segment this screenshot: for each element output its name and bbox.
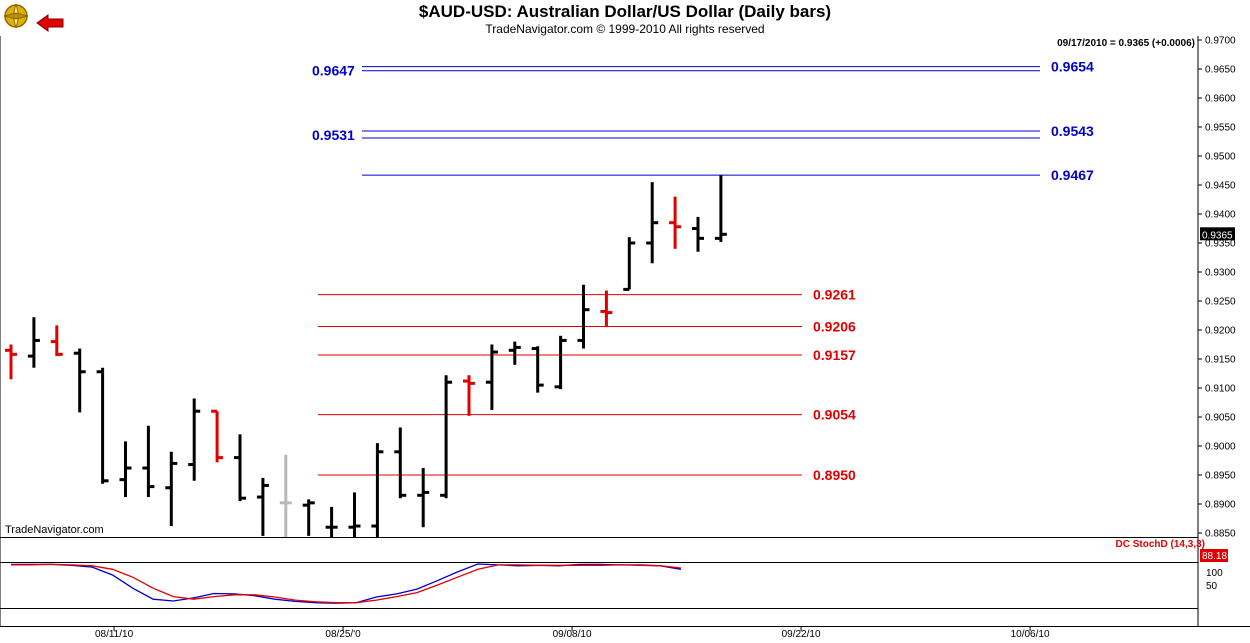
level-label: 0.9467 — [1051, 167, 1094, 183]
level-label: 0.8950 — [813, 467, 856, 483]
y-tick-label: 0.8950 — [1205, 471, 1236, 482]
level-label: 0.9543 — [1051, 123, 1094, 139]
y-tick-label: 0.9050 — [1205, 413, 1236, 424]
scroll-left-arrow-icon[interactable] — [36, 14, 64, 32]
stoch-indicator-label: DC StochD (14,3,3) — [1115, 539, 1205, 550]
level-label-left: 0.9647 — [312, 63, 355, 79]
y-tick-label: 0.9400 — [1205, 210, 1236, 221]
y-tick-label: 0.8850 — [1205, 529, 1236, 540]
last-price-box — [1200, 227, 1235, 241]
level-label: 0.9206 — [813, 319, 856, 335]
x-tick-label: 10/06/10 — [1011, 629, 1050, 640]
chart-title: $AUD-USD: Australian Dollar/US Dollar (D… — [418, 2, 832, 21]
stoch-value-label: 88.18 — [1202, 551, 1227, 562]
level-label: 0.9157 — [813, 347, 856, 363]
stoch-line — [11, 563, 682, 604]
ohlc-bars — [5, 175, 727, 537]
watermark: TradeNavigator.com — [5, 524, 104, 536]
level-label: 0.9261 — [813, 287, 856, 303]
y-tick-label: 0.9650 — [1205, 65, 1236, 76]
x-tick-label: 09/08/10 — [553, 629, 592, 640]
y-tick-label: 0.9000 — [1205, 442, 1236, 453]
y-tick-label: 0.9450 — [1205, 181, 1236, 192]
y-tick-label: 0.9200 — [1205, 326, 1236, 337]
chart-subtitle: TradeNavigator.com © 1999-2010 All right… — [485, 22, 765, 36]
y-tick-label: 0.9100 — [1205, 384, 1236, 395]
level-label: 0.9654 — [1051, 59, 1094, 75]
y-tick-label: 0.9700 — [1205, 36, 1236, 47]
price-readout: 09/17/2010 = 0.9365 (+0.0006) — [1057, 38, 1195, 49]
y-tick-label: 0.8900 — [1205, 500, 1236, 511]
y-tick-label: 0.9300 — [1205, 268, 1236, 279]
y-tick-label: 0.9500 — [1205, 152, 1236, 163]
stoch-line — [11, 563, 681, 604]
stoch-tick-label: 100 — [1206, 568, 1223, 579]
y-tick-label: 0.9600 — [1205, 94, 1236, 105]
y-tick-label: 0.9550 — [1205, 123, 1236, 134]
last-price-label: 0.9365 — [1202, 230, 1233, 241]
x-tick-label: 08/11/10 — [95, 629, 134, 640]
y-tick-label: 0.9350 — [1205, 239, 1236, 250]
y-tick-label: 0.9150 — [1205, 355, 1236, 366]
x-tick-label: 09/22/10 — [782, 629, 821, 640]
level-label-left: 0.9531 — [312, 127, 355, 143]
x-tick-label: 08/25/'0 — [325, 629, 361, 640]
level-label: 0.9054 — [813, 407, 856, 423]
stoch-tick-label: 50 — [1206, 581, 1218, 592]
compass-logo-icon — [3, 3, 29, 29]
y-tick-label: 0.9250 — [1205, 297, 1236, 308]
stoch-value-box — [1200, 549, 1228, 562]
